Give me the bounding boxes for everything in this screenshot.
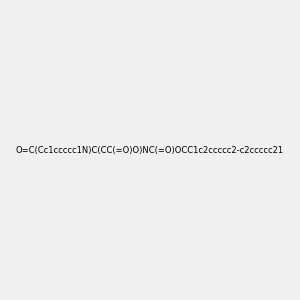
Text: O=C(Cc1ccccc1N)C(CC(=O)O)NC(=O)OCC1c2ccccc2-c2ccccc21: O=C(Cc1ccccc1N)C(CC(=O)O)NC(=O)OCC1c2ccc…: [16, 146, 284, 154]
